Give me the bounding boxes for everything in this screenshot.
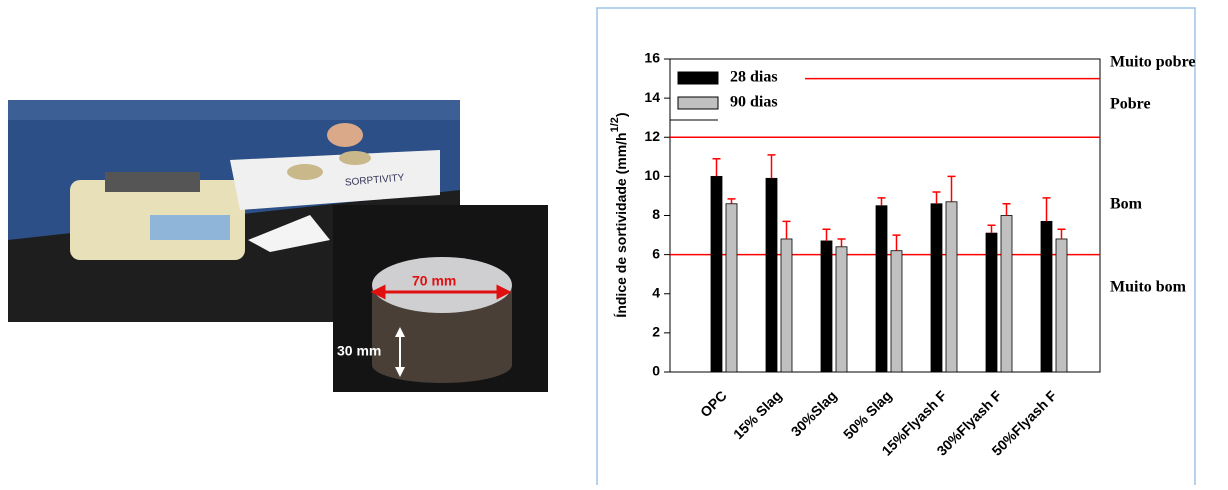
y-tick-label: 16 [644, 50, 660, 66]
zone-label: Pobre [1110, 96, 1151, 113]
scale-pan [105, 172, 200, 192]
y-axis-label: Índice de sortividade (mm/h1/2) [609, 112, 629, 317]
x-tick-label: 15% Slag [730, 387, 785, 442]
legend-label: 28 dias [730, 69, 778, 86]
bar [876, 206, 887, 372]
legend-swatch [678, 72, 718, 84]
error-bar [1058, 229, 1066, 239]
y-tick-label: 0 [652, 363, 660, 379]
error-bar [988, 225, 996, 233]
legend-label: 90 dias [730, 94, 778, 111]
bar [1001, 216, 1012, 373]
hand [327, 123, 363, 147]
bar [891, 251, 902, 372]
bar [946, 202, 957, 372]
bar [931, 204, 942, 372]
y-tick-label: 2 [652, 324, 660, 340]
diameter-label: 70 mm [412, 273, 456, 289]
specimen [287, 164, 323, 180]
legend-swatch [678, 97, 718, 109]
y-label-sup: 1/2 [609, 117, 621, 132]
y-tick-label: 6 [652, 245, 660, 261]
y-tick-label: 14 [644, 89, 660, 105]
figure: SORPTIVITY 70 mm 30 mm Índice de sortivi… [0, 0, 1228, 485]
x-tick-label: 50% Slag [840, 387, 895, 442]
error-bar [948, 176, 956, 201]
bar [986, 233, 997, 372]
bar [1056, 239, 1067, 372]
wall-top [8, 100, 460, 120]
zone-label: Muito pobre [1110, 54, 1195, 71]
y-tick-label: 12 [644, 128, 660, 144]
y-tick-label: 10 [644, 167, 660, 183]
error-bar [713, 159, 721, 177]
page: SORPTIVITY 70 mm 30 mm Índice de sortivi… [0, 0, 1228, 485]
bar [1041, 221, 1052, 372]
error-bar [1003, 204, 1011, 216]
y-label-end: ) [613, 112, 629, 117]
error-bar [728, 199, 736, 204]
y-tick-label: 4 [652, 284, 660, 300]
y-label-text: Índice de sortividade (mm/h [613, 132, 629, 317]
error-bar [838, 239, 846, 247]
error-bar [823, 229, 831, 241]
x-tick-label: OPC [697, 387, 730, 420]
photo: SORPTIVITY 70 mm 30 mm [8, 100, 548, 392]
zone-label: Bom [1110, 196, 1143, 213]
bar [766, 178, 777, 372]
bar [821, 241, 832, 372]
bar [711, 176, 722, 372]
y-tick-label: 8 [652, 206, 660, 222]
x-tick-label: 30%Slag [788, 387, 840, 439]
bar [781, 239, 792, 372]
cylinder-bottom [372, 347, 512, 383]
error-bar [768, 155, 776, 178]
error-bar [783, 221, 791, 239]
error-bar [893, 235, 901, 251]
scale-display [150, 215, 230, 240]
error-bar [933, 192, 941, 204]
error-bar [878, 198, 886, 206]
error-bar [1043, 198, 1051, 221]
bar [836, 247, 847, 372]
zone-label: Muito bom [1110, 279, 1187, 296]
bar [726, 204, 737, 372]
height-label: 30 mm [337, 343, 381, 359]
specimen [339, 151, 371, 165]
